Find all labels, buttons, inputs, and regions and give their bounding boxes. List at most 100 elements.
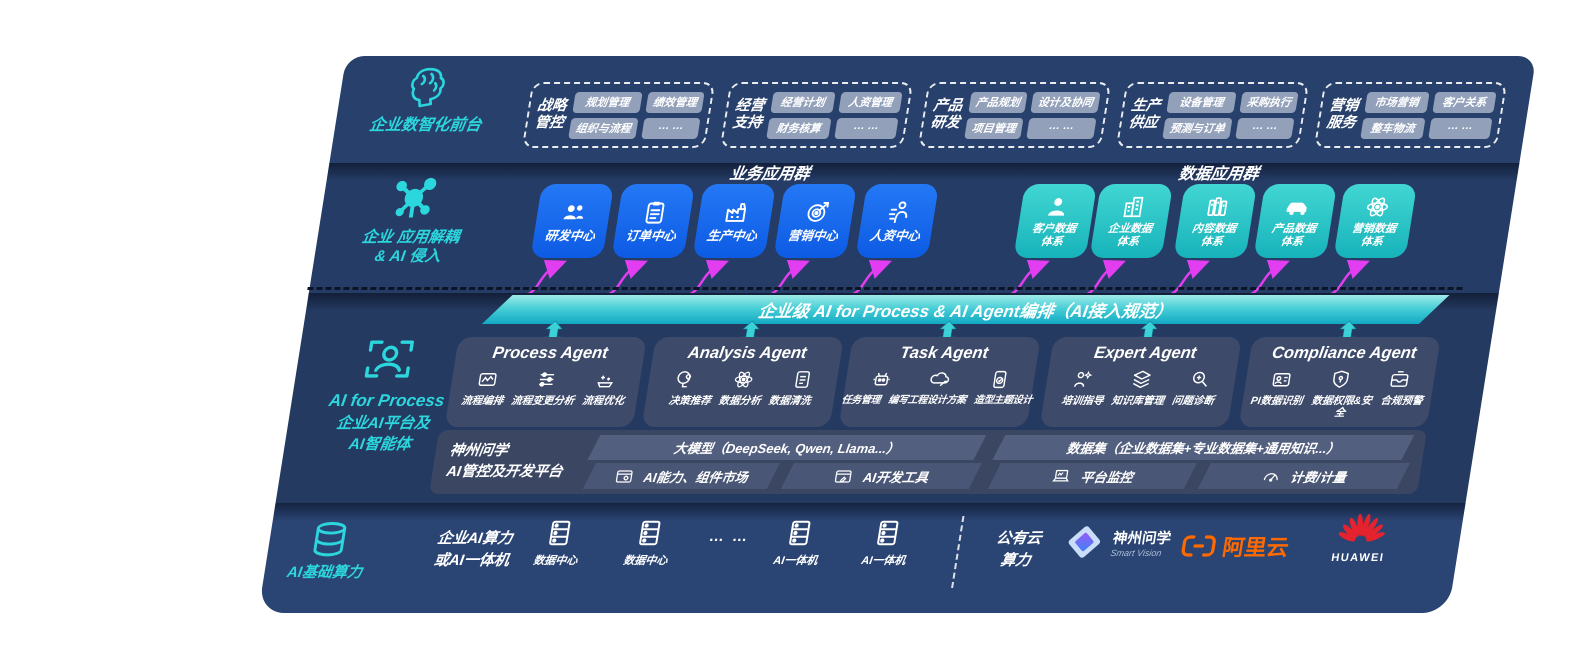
flow-change-icon: [538, 372, 554, 387]
app-box-label: 生产中心: [705, 228, 758, 243]
agent-item: 造型主题设计: [973, 395, 1033, 406]
server-icon: [639, 520, 661, 546]
cloud-design-icon: [929, 372, 949, 387]
chip: 财务核算: [766, 117, 832, 139]
app-layer-label: 企业 应用解耦 & AI 侵入: [360, 229, 461, 266]
huawei-logo: HUAWEI: [1322, 514, 1400, 564]
chip: … …: [833, 117, 899, 139]
agent-item: 任务管理: [840, 395, 882, 406]
chip: 设备管理: [1166, 91, 1237, 113]
dev-tools-cell: AI开发工具: [781, 463, 982, 489]
app-box-order-center: 订单中心: [611, 184, 696, 258]
metering-gauge-icon: [1260, 467, 1282, 486]
chip: 产品规划: [968, 91, 1028, 113]
app-box-production-center: 生产中心: [692, 184, 777, 258]
ai-market-label: AI能力、组件市场: [642, 469, 749, 485]
data-box-customer: 客户数据 体系: [1013, 184, 1098, 258]
group-chips: 设备管理 采购执行 预测与订单 … …: [1162, 91, 1299, 139]
szwx-logo: 神州问学 Smart Vision: [1061, 522, 1173, 562]
data-box-marketing: 营销数据 体系: [1333, 184, 1418, 258]
data-box-label: 产品数据 体系: [1271, 222, 1317, 248]
aliyun-logo-text: 阿里云: [1220, 535, 1291, 560]
training-icon: [1073, 370, 1092, 387]
group-name: 产品 研发: [929, 97, 964, 131]
app-box-label: 人资中心: [868, 228, 921, 243]
atom-icon: [1366, 197, 1388, 217]
chip: 客户关系: [1431, 91, 1497, 113]
chip: 市场营销: [1364, 91, 1430, 113]
app-box-label: 营销中心: [786, 228, 839, 243]
node-datacenter-2: 数据中心: [599, 518, 697, 568]
data-box-content: 内容数据 体系: [1173, 184, 1258, 258]
dev-tools-icon: [833, 467, 855, 486]
node-label: AI一体机: [772, 555, 819, 567]
huawei-flower-icon: [1338, 514, 1385, 542]
dataset-bar: 数据集（企业数据集+专业数据集+通用知识...）: [992, 435, 1414, 460]
szwx-diamond-icon: [1068, 526, 1101, 558]
agent-labels: 决策推荐 数据分析 数据清洗: [645, 395, 835, 407]
platform-monitor-icon: [1050, 467, 1072, 486]
chip: 绩效管理: [645, 91, 705, 113]
books-icon: [1207, 197, 1228, 216]
component-market-icon: [613, 467, 635, 486]
agent-item: PI数据识别: [1249, 395, 1304, 407]
banner-text: 企业级 AI for Process & AI Agent编排（AI接入规范）: [756, 302, 1175, 321]
chip: 组织与流程: [568, 117, 639, 139]
chip: 人资管理: [837, 91, 903, 113]
flow-orchestration-icon: [478, 373, 497, 386]
agent-item: 培训指导: [1060, 395, 1105, 407]
data-box-label: 客户数据 体系: [1031, 222, 1077, 248]
agent-title: Compliance Agent: [1270, 344, 1418, 362]
agent-item: 流程优化: [581, 395, 626, 407]
server-icon: [549, 520, 571, 546]
business-apps-header: 业务应用群: [728, 166, 811, 183]
building-icon: [1123, 196, 1144, 217]
chip: … …: [641, 117, 701, 139]
ai-market-cell: AI能力、组件市场: [583, 463, 780, 489]
agent-icons: [868, 368, 1013, 391]
ai-orchestration-banner: 企业级 AI for Process & AI Agent编排（AI接入规范）: [482, 295, 1450, 324]
agent-item: 数据分析: [717, 395, 762, 407]
agent-item: 合规预警: [1379, 395, 1424, 407]
knowledge-layers-icon: [1132, 370, 1151, 389]
molecule-icon: [395, 177, 437, 218]
band-front-office: 企业数智化前台 战略 管控 规划管理 绩效管理 组织与流程 … … 经营 支持 经营…: [329, 56, 1537, 163]
agent-title: Task Agent: [899, 344, 990, 362]
theme-design-icon: [992, 370, 1007, 389]
chip: … …: [1427, 117, 1493, 139]
data-box-enterprise: 企业数据 体系: [1089, 184, 1174, 258]
app-box-rd-center: 研发中心: [530, 184, 615, 258]
node-label: 数据中心: [532, 555, 579, 567]
team-icon: [563, 205, 583, 220]
node-label: AI一体机: [860, 555, 907, 567]
diagram-stage: 企业数智化前台 战略 管控 规划管理 绩效管理 组织与流程 … … 经营 支持 经营…: [258, 56, 1537, 616]
data-box-label: 内容数据 体系: [1191, 222, 1237, 248]
public-cloud-label: 公有云 算力: [995, 530, 1043, 569]
data-systems-header: 数据应用群: [1177, 166, 1260, 183]
app-box-hr-center: 人资中心: [855, 184, 940, 258]
node-ai-appliance-2: AI一体机: [837, 518, 935, 568]
chip: 经营计划: [770, 91, 836, 113]
agent-item: 决策推荐: [667, 395, 712, 407]
group-operation: 经营 支持 经营计划 人资管理 财务核算 … …: [719, 82, 914, 148]
agent-item: 知识库管理: [1110, 395, 1165, 407]
group-name: 营销 服务: [1325, 97, 1360, 131]
group-name: 经营 支持: [731, 97, 766, 131]
monitor-cell: 平台监控: [988, 463, 1197, 489]
decision-head-icon: [676, 371, 691, 388]
chip: 采购执行: [1239, 91, 1299, 113]
agent-item: 数据清洗: [767, 395, 812, 407]
agent-card-process: Process Agent 流程编排 流程变更分析 流程优化: [444, 337, 647, 427]
monitor-label: 平台监控: [1079, 469, 1134, 485]
clipboard-icon: [645, 201, 664, 224]
agent-item: 流程变更分析: [510, 395, 576, 407]
aliyun-bracket-icon: [1181, 535, 1216, 557]
node-label: 数据中心: [622, 555, 669, 567]
agent-labels: 任务管理 编写工程设计方案 造型主题设计: [840, 395, 1033, 407]
agent-title: Analysis Agent: [686, 344, 809, 362]
group-name: 生产 供应: [1127, 97, 1162, 131]
node-ai-appliance-1: AI一体机: [749, 518, 847, 568]
billing-label: 计费/计量: [1289, 469, 1348, 485]
compliance-alert-icon: [1389, 371, 1408, 387]
